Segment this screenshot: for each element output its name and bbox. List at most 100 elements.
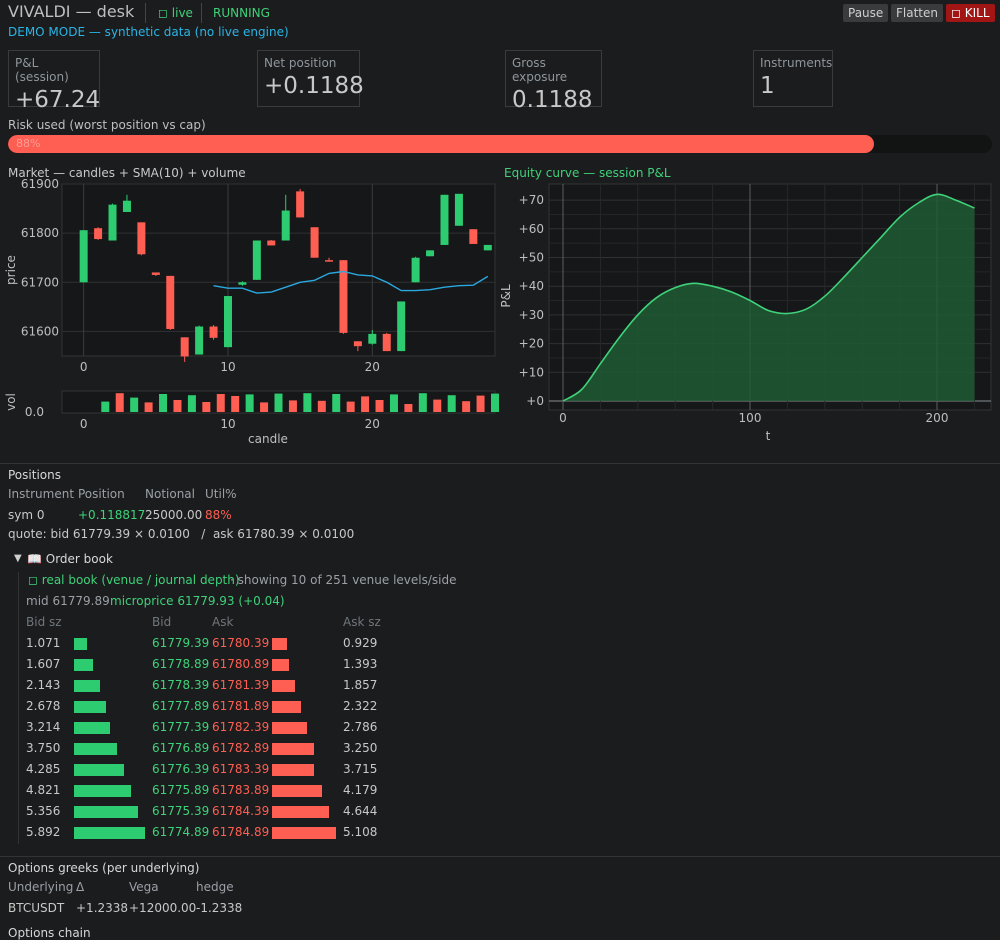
header-divider: [145, 3, 146, 23]
volume-bar: [274, 393, 283, 412]
bid-size: 1.607: [26, 657, 61, 671]
section-divider: [0, 463, 1000, 464]
greeks-delta: +1.2338: [76, 901, 129, 915]
col-instrument: Instrument: [8, 487, 75, 501]
bid-size: 5.892: [26, 825, 61, 839]
flatten-button[interactable]: Flatten: [891, 4, 943, 22]
pnl-tick-label: +60: [519, 222, 544, 236]
bid-price: 61776.89: [152, 741, 210, 755]
volume-x-tick-label: 20: [365, 417, 380, 431]
volume-bar: [317, 400, 326, 412]
price-tick-label: 61700: [21, 275, 59, 289]
net-position-value: +0.1188: [264, 73, 364, 99]
mid-price: mid 61779.89: [26, 594, 110, 608]
bid-depth-bar: [74, 638, 87, 650]
col-notional: Notional: [145, 487, 195, 501]
volume-bar: [361, 396, 370, 412]
greeks-col-hedge: hedge: [196, 880, 234, 894]
order-book-row: 4.821 61775.89 61783.89 4.179: [0, 783, 400, 801]
price-axis-label: price: [4, 255, 18, 285]
microprice: microprice 61779.93 (+0.04): [110, 594, 285, 608]
bid-depth-bar: [74, 743, 117, 755]
greeks-title: Options greeks (per underlying): [8, 861, 200, 875]
bid-depth-bar: [74, 701, 106, 713]
gross-exposure-card: Gross exposure 0.1188: [505, 50, 602, 113]
demo-mode-banner: DEMO MODE — synthetic data (no live engi…: [8, 25, 289, 39]
order-book-source: ◻ real book (venue / journal depth): [28, 573, 240, 587]
ask-depth-bar: [272, 680, 296, 692]
order-book-row: 1.071 61779.39 61780.39 0.929: [0, 636, 400, 654]
bid-price: 61777.89: [152, 699, 210, 713]
volume-bar: [260, 402, 269, 412]
candle-body: [440, 194, 449, 245]
ask-depth-bar: [272, 827, 336, 839]
candle-axis-label: candle: [248, 432, 288, 446]
market-chart-title: Market — candles + SMA(10) + volume: [8, 166, 246, 180]
ask-depth-bar: [272, 764, 315, 776]
gross-exposure-value: 0.1188: [512, 87, 593, 113]
volume-x-tick-label: 0: [80, 417, 88, 431]
ask-price: 61782.39: [212, 720, 270, 734]
candle-body: [166, 275, 175, 329]
greeks-col-vega: Vega: [129, 880, 159, 894]
volume-bar: [418, 393, 427, 412]
ask-price: 61783.39: [212, 762, 270, 776]
status-badge: RUNNING: [213, 6, 270, 20]
t-tick-label: 200: [926, 411, 949, 425]
ob-col-ask: Ask: [212, 615, 234, 629]
volume-bar: [101, 401, 110, 412]
t-tick-label: 100: [739, 411, 762, 425]
bid-size: 2.143: [26, 678, 61, 692]
instruments-card: Instruments 1: [753, 50, 833, 107]
pnl-tick-label: +20: [519, 337, 544, 351]
candle-body: [252, 240, 261, 280]
bid-size: 4.285: [26, 762, 61, 776]
kill-button[interactable]: ◻ KILL: [946, 4, 995, 22]
expand-triangle-icon[interactable]: ▼: [14, 553, 22, 564]
volume-bar: [202, 402, 211, 412]
volume-bar: [130, 397, 139, 412]
candle-body: [209, 326, 218, 338]
greeks-underlying: BTCUSDT: [8, 901, 65, 915]
ob-col-bid-size: Bid sz: [26, 615, 62, 629]
pnl-tick-label: +50: [519, 251, 544, 265]
volume-bar: [231, 396, 240, 412]
order-book-row: 2.143 61778.39 61781.39 1.857: [0, 678, 400, 696]
order-book-toggle[interactable]: 📖 Order book: [27, 552, 113, 566]
volume-bar: [404, 404, 413, 412]
t-axis-label: t: [766, 429, 771, 443]
ask-size: 2.322: [343, 699, 378, 713]
ask-price: 61784.39: [212, 804, 270, 818]
price-tick-label: 61600: [21, 324, 59, 338]
volume-x-tick-label: 10: [220, 417, 235, 431]
candle-body: [238, 282, 247, 285]
pnl-tick-label: +40: [519, 279, 544, 293]
position-util: 88%: [205, 508, 232, 522]
candle-tick-label: 20: [365, 360, 380, 374]
ask-depth-bar: [272, 638, 287, 650]
order-book-row: 1.607 61778.89 61780.89 1.393: [0, 657, 400, 675]
col-util: Util%: [205, 487, 237, 501]
equity-line: [562, 193, 975, 402]
volume-bar: [332, 394, 341, 412]
candle-body: [281, 210, 290, 241]
candle-body: [426, 250, 435, 257]
candle-body: [339, 260, 348, 333]
order-book-row: 3.214 61777.39 61782.39 2.786: [0, 720, 400, 738]
ask-size: 4.644: [343, 804, 378, 818]
order-book-row: 2.678 61777.89 61781.89 2.322: [0, 699, 400, 717]
price-tick-label: 61900: [21, 177, 59, 191]
order-book-row: 4.285 61776.39 61783.39 3.715: [0, 762, 400, 780]
ask-price: 61783.89: [212, 783, 270, 797]
bid-depth-bar: [74, 827, 145, 839]
ask-depth-bar: [272, 722, 308, 734]
volume-bar: [346, 401, 355, 412]
candle-body: [195, 326, 204, 355]
candle-body: [108, 204, 117, 241]
pause-button[interactable]: Pause: [843, 4, 889, 22]
pnl-label: P&L (session): [15, 56, 69, 84]
equity-chart: +70 +60 +50 +40 +30 +20 +10 +0 0 100 200 P&L t: [499, 183, 992, 443]
price-tick-label: 61800: [21, 226, 59, 240]
bid-depth-bar: [74, 785, 131, 797]
volume-bar: [159, 394, 168, 412]
